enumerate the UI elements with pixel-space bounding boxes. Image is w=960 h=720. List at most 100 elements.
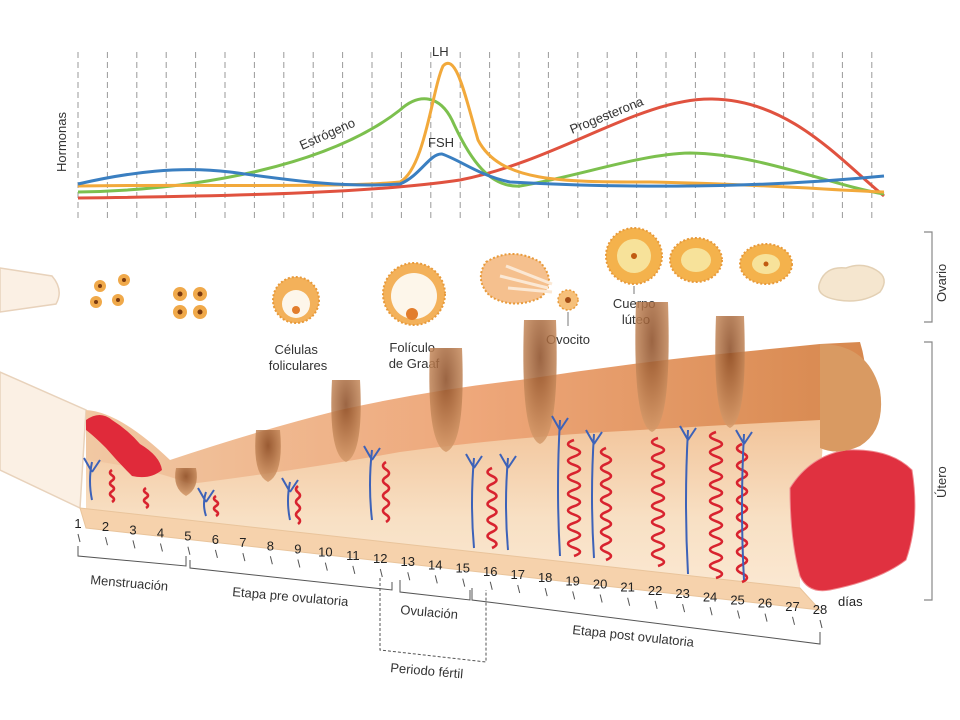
day-label: 23 xyxy=(675,586,689,601)
day-label: 21 xyxy=(620,580,634,595)
vein xyxy=(363,445,381,521)
cycle-timeline: 1 2 3 4 5 6 7 8 9 10 11 12 13 14 15 16 17 18 19 20 21 22 23 24 2… xyxy=(74,516,863,681)
graaf-line-1: Folículo xyxy=(389,340,435,355)
uterine-gland xyxy=(331,380,361,462)
vein xyxy=(197,487,215,517)
spiral-artery xyxy=(599,446,613,562)
spiral-artery xyxy=(294,484,302,526)
ovary-side-label: Ovario xyxy=(934,264,949,302)
uterine-gland xyxy=(175,468,197,496)
day-tick xyxy=(682,603,686,613)
day-label: 28 xyxy=(813,602,827,617)
post-ovulatory-bracket xyxy=(471,588,821,645)
primordial-follicles xyxy=(90,274,130,308)
corpus-luteum-early xyxy=(605,227,663,285)
corpus-luteum-late xyxy=(739,243,793,285)
uterus-back-edge xyxy=(820,344,882,452)
uterus-left-tube xyxy=(0,371,87,510)
vein xyxy=(83,457,101,501)
menstruation-label: Menstruación xyxy=(90,572,169,594)
day-gridlines xyxy=(77,52,873,218)
day-label: 5 xyxy=(184,529,191,544)
fsh-curve xyxy=(77,152,885,188)
vein xyxy=(679,425,697,575)
day-label: 19 xyxy=(565,573,579,588)
day-label: 4 xyxy=(157,526,164,541)
oocyte-label: Ovocito xyxy=(546,332,590,347)
day-tick xyxy=(379,568,383,578)
day-tick xyxy=(242,552,246,562)
day-tick xyxy=(517,584,521,594)
follicular-cells-line-2: foliculares xyxy=(269,358,328,373)
day-label: 9 xyxy=(294,541,301,556)
day-tick xyxy=(764,613,768,622)
day-tick xyxy=(187,546,191,555)
day-tick xyxy=(709,607,713,616)
day-tick xyxy=(77,533,81,543)
follicular-cells-label: Células foliculares xyxy=(269,342,328,373)
pre-ovulatory-label: Etapa pre ovulatoria xyxy=(232,584,350,609)
day-label: 6 xyxy=(212,532,219,547)
day-label: 27 xyxy=(785,599,799,614)
graaf-line-2: de Graaf xyxy=(389,356,440,371)
menstrual-tissue-left xyxy=(86,415,162,478)
menstrual-tissue-right xyxy=(789,449,916,592)
day-tick xyxy=(599,594,603,603)
endometrium-body xyxy=(86,420,823,600)
secondary-follicle xyxy=(272,276,320,324)
day-label: 16 xyxy=(483,564,497,579)
lh-curve xyxy=(77,62,885,194)
day-label: 26 xyxy=(758,596,772,611)
vein xyxy=(585,429,603,559)
day-tick xyxy=(159,543,163,552)
fsh-label: FSH xyxy=(428,135,454,150)
ovary-bracket: Ovario xyxy=(924,231,949,323)
day-tick xyxy=(132,540,136,549)
day-label: 24 xyxy=(703,589,717,604)
uterine-gland xyxy=(429,348,463,452)
uterus-bracket: Útero xyxy=(924,341,949,601)
day-label: 11 xyxy=(346,548,360,563)
day-label: 18 xyxy=(538,570,552,585)
vein xyxy=(735,429,753,581)
lh-label: LH xyxy=(432,44,449,59)
uterine-gland xyxy=(715,316,745,428)
fertile-period-bracket xyxy=(379,578,487,663)
day-label: 8 xyxy=(267,538,274,553)
day-tick xyxy=(489,581,493,590)
day-label: 14 xyxy=(428,557,442,572)
day-tick xyxy=(434,575,438,584)
vein xyxy=(499,453,517,551)
fallopian-tube-stub xyxy=(0,267,60,313)
hormone-chart: Hormonas LH FSH Estrógeno Progesterona xyxy=(54,44,885,218)
ovulation-bracket xyxy=(399,580,471,601)
day-label: 13 xyxy=(401,554,415,569)
day-tick xyxy=(352,565,356,574)
uterine-gland xyxy=(523,320,557,444)
day-tick xyxy=(269,556,273,565)
day-tick xyxy=(324,562,328,571)
vein xyxy=(551,415,569,557)
day-label: 22 xyxy=(648,583,662,598)
menstruation-bracket xyxy=(77,546,187,567)
spiral-artery xyxy=(566,438,582,558)
spiral-artery xyxy=(650,436,666,568)
day-tick xyxy=(104,537,108,546)
day-label: 12 xyxy=(373,551,387,566)
released-oocyte xyxy=(557,289,579,311)
fertile-period-label: Periodo fértil xyxy=(390,660,464,681)
spiral-arteries xyxy=(83,415,753,584)
spiral-artery xyxy=(108,468,116,504)
day-label: 7 xyxy=(239,535,246,550)
day-tick xyxy=(544,588,548,597)
day-tick xyxy=(819,619,823,629)
day-tick xyxy=(407,572,411,581)
uterus-side-label: Útero xyxy=(934,466,949,498)
primary-follicles xyxy=(173,287,207,319)
spiral-artery xyxy=(381,460,391,524)
day-label: 2 xyxy=(102,519,109,534)
day-labels: 1 2 3 4 5 6 7 8 9 10 11 12 13 14 15 16 17 18 19 20 21 22 23 24 2… xyxy=(74,516,827,629)
graaf-follicle xyxy=(382,262,446,326)
day-label: 3 xyxy=(129,522,136,537)
